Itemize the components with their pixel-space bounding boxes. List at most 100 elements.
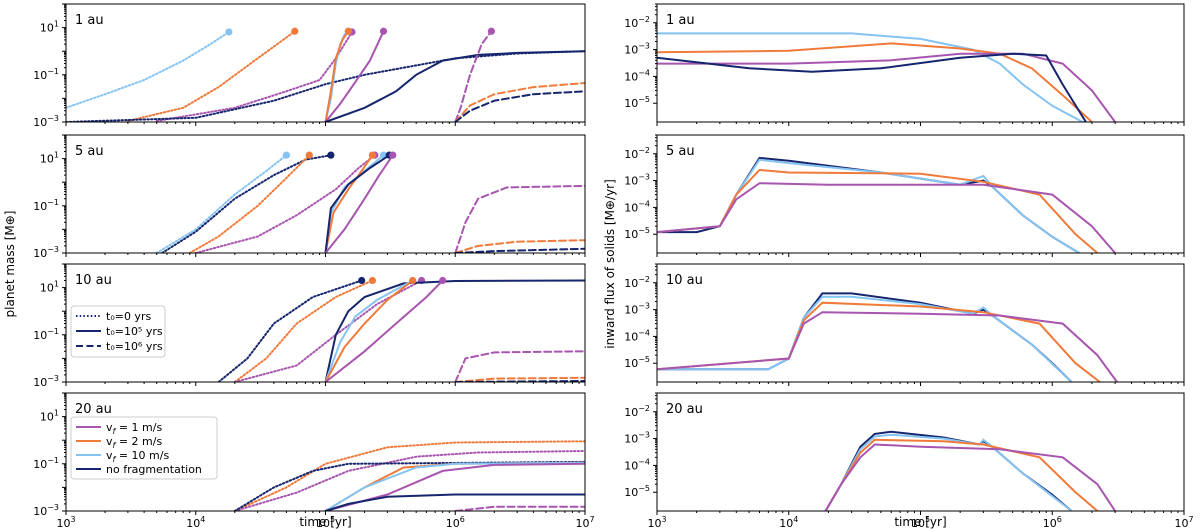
panel-title: 5 au xyxy=(75,144,104,159)
legend-t0: t₀=0 yrs t₀=10⁵ yrs t₀=10⁶ yrs xyxy=(70,305,166,358)
y-tick-label: 10−2 xyxy=(624,275,650,290)
y-tick-label: 10−2 xyxy=(624,15,650,30)
legend-vf: vf = 1 m/svf = 2 m/svf = 10 m/sno fragme… xyxy=(70,416,218,480)
y-tick-label: 101 xyxy=(40,151,59,166)
series-line xyxy=(454,239,585,253)
series-line xyxy=(194,154,376,253)
panel-mass-20-au: 10−3 10−1 101 103 104 105 106 107 20 au xyxy=(33,392,595,529)
series-line xyxy=(217,279,363,382)
series-line xyxy=(324,154,394,253)
y-tick-label: 10−5 xyxy=(624,95,650,110)
legend-box xyxy=(70,416,218,480)
series-line xyxy=(155,154,288,253)
x-tick-label: 105 xyxy=(316,515,335,529)
end-marker xyxy=(225,28,233,36)
series-line xyxy=(324,50,585,122)
series-line xyxy=(155,31,353,122)
legend-label: t₀=10⁶ yrs xyxy=(106,340,163,353)
series-line xyxy=(324,461,585,511)
plot-area xyxy=(824,430,1117,511)
legend-label: vf = 1 m/s xyxy=(106,421,162,436)
axes-frame xyxy=(65,3,586,123)
legend-label: vf = 10 m/s xyxy=(106,449,169,464)
panel-mass-10-au: 10−3 10−1 101 10 au xyxy=(33,263,586,389)
x-tick-label: 106 xyxy=(1043,515,1062,529)
panel-title: 1 au xyxy=(75,13,104,28)
panel-title: 20 au xyxy=(666,402,703,417)
y-tick-label: 10−3 xyxy=(33,114,59,129)
series-line xyxy=(126,30,296,122)
y-tick-label: 101 xyxy=(40,280,59,295)
y-tick-label: 101 xyxy=(40,20,59,35)
y-tick-label: 10−3 xyxy=(624,42,650,57)
series-line xyxy=(233,440,585,511)
panel-title: 10 au xyxy=(75,273,112,288)
y-tick-label: 10−3 xyxy=(624,173,650,188)
series-line xyxy=(324,154,374,253)
series-line xyxy=(324,279,414,382)
panel-title: 5 au xyxy=(666,144,695,159)
series-line xyxy=(657,32,1084,122)
y-tick-label: 10−4 xyxy=(624,199,650,214)
series-line xyxy=(657,295,1073,382)
plot-area xyxy=(233,440,585,511)
panel-title: 1 au xyxy=(666,13,695,28)
series-line xyxy=(657,168,1099,253)
y-tick-label: 10−1 xyxy=(33,198,59,213)
series-line xyxy=(324,279,444,382)
right-xlabel: time [yr] xyxy=(894,515,946,529)
plot-area xyxy=(217,276,585,382)
series-line xyxy=(454,82,585,122)
series-line xyxy=(66,31,230,109)
y-tick-label: 10−1 xyxy=(33,67,59,82)
panel-mass-5-au: 10−3 10−1 101 5 au xyxy=(33,134,586,260)
series-line xyxy=(66,50,585,122)
panel-flux-1-au: 10−5 10−4 10−3 10−2 1 au xyxy=(624,3,1185,126)
series-line xyxy=(324,279,585,382)
left-ylabel: planet mass [M⊕] xyxy=(3,211,17,318)
series-line xyxy=(324,154,391,253)
series-line xyxy=(233,450,585,511)
legend-label: no fragmentation xyxy=(106,463,202,476)
plot-area xyxy=(657,32,1117,122)
end-marker xyxy=(344,27,352,35)
x-tick-label: 107 xyxy=(575,515,594,529)
plot-area xyxy=(657,292,1118,382)
series-line xyxy=(324,493,585,511)
end-marker xyxy=(368,151,377,159)
series-line xyxy=(454,247,585,253)
series-line xyxy=(233,279,374,382)
x-tick-label: 104 xyxy=(779,515,798,529)
y-tick-label: 10−3 xyxy=(33,503,59,518)
panel-flux-10-au: 10−5 10−4 10−3 10−2 10 au xyxy=(624,263,1185,386)
end-marker xyxy=(327,151,335,159)
plot-area xyxy=(657,156,1117,253)
y-tick-label: 10−1 xyxy=(33,327,59,342)
series-line xyxy=(454,350,585,382)
right-ylabel: inward flux of solids [M⊕/yr] xyxy=(603,179,617,349)
legend-label: vf = 2 m/s xyxy=(106,435,162,450)
series-line xyxy=(454,90,585,122)
end-marker xyxy=(409,276,417,285)
legend-label: t₀=10⁵ yrs xyxy=(106,325,163,338)
x-tick-label: 107 xyxy=(1174,515,1193,529)
plot-area xyxy=(66,27,585,122)
legend-label: t₀=0 yrs xyxy=(106,310,151,323)
end-marker xyxy=(358,276,366,285)
y-tick-label: 10−5 xyxy=(624,355,650,370)
end-marker xyxy=(487,27,496,35)
x-tick-label: 105 xyxy=(911,515,930,529)
left-xlabel: time [yr] xyxy=(299,515,351,529)
series-line xyxy=(233,460,585,511)
series-line xyxy=(657,42,1093,122)
y-tick-label: 10−2 xyxy=(624,146,650,161)
end-marker xyxy=(379,27,388,35)
y-tick-label: 101 xyxy=(40,409,59,424)
axes-frame xyxy=(65,134,586,254)
y-tick-label: 10−3 xyxy=(624,302,650,317)
end-marker xyxy=(389,151,397,159)
x-tick-label: 103 xyxy=(647,515,666,529)
series-line xyxy=(454,30,493,122)
series-line xyxy=(824,430,1073,511)
end-marker xyxy=(439,276,447,285)
